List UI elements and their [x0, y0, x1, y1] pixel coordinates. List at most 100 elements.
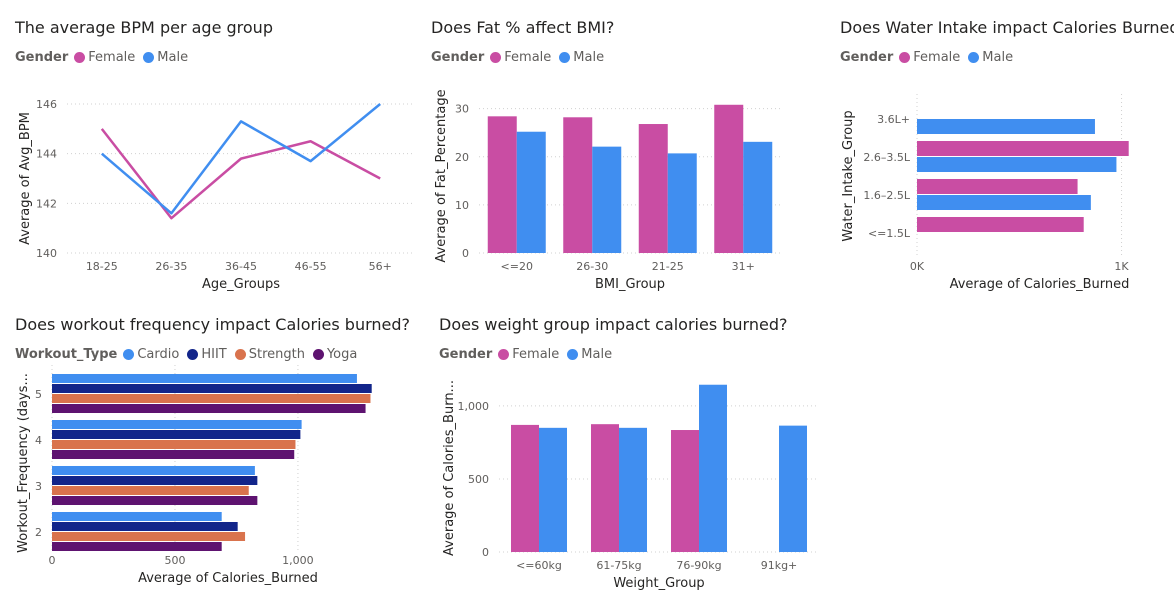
legend-item-yoga[interactable]: Yoga	[312, 347, 358, 362]
legend-item-hiit[interactable]: HIIT	[187, 347, 227, 362]
y-tick-label: 0	[482, 546, 489, 559]
workout-bar-plot: 0 500 1,000 5 4 3 2 Average of Calories_Burned W…	[16, 365, 372, 586]
y-tick-label: 2.6–3.5L	[863, 151, 910, 164]
bar-yoga	[52, 496, 258, 505]
legend-title: Gender	[840, 50, 894, 65]
x-tick-label: 76-90kg	[676, 559, 721, 572]
bar-male	[592, 146, 622, 253]
bar-yoga	[52, 450, 295, 459]
x-tick-label: 56+	[369, 260, 392, 273]
y-tick-label: 0	[462, 247, 469, 260]
bar-female	[563, 117, 593, 253]
legend-label: Female	[504, 50, 552, 65]
bar-strength	[52, 394, 371, 403]
legend-label: Female	[88, 50, 136, 65]
bar-male	[917, 195, 1091, 210]
legend-label: Cardio	[137, 347, 180, 362]
bar-male	[779, 425, 807, 552]
y-axis-label: Water_Intake_Group	[841, 110, 856, 241]
bar-female	[917, 141, 1129, 156]
bar-cardio	[52, 512, 222, 521]
bar-hiit	[52, 430, 301, 439]
legend-item-female[interactable]: Female	[490, 50, 551, 65]
legend-label: Strength	[248, 347, 305, 362]
water-bar-plot: 0K 1K 3.6L+ 2.6–3.5L 1.6–2.5L <=1.5L Average o…	[841, 94, 1130, 292]
chart-title: Does Water Intake impact Calories Burned…	[840, 18, 1174, 37]
legend-item-cardio[interactable]: Cardio	[123, 347, 179, 362]
legend-swatch	[74, 52, 86, 63]
y-tick-label: 146	[36, 98, 57, 111]
bar-male	[516, 131, 546, 253]
series-line-female	[100, 128, 381, 220]
legend-item-strength[interactable]: Strength	[234, 347, 305, 362]
x-axis-label: Weight_Group	[613, 576, 704, 591]
bar-strength	[52, 486, 249, 495]
bar-male	[539, 427, 567, 552]
legend-label: Female	[913, 50, 961, 65]
x-tick-label: 26-30	[576, 260, 608, 273]
chart-title: The average BPM per age group	[15, 18, 273, 37]
y-tick-label: <=1.5L	[868, 227, 911, 240]
legend-swatch	[559, 52, 571, 63]
y-tick-label: 1.6–2.5L	[863, 189, 910, 202]
bar-hiit	[52, 476, 258, 485]
bar-female	[591, 424, 619, 552]
legend-item-male[interactable]: Male	[968, 50, 1013, 65]
legend-item-female[interactable]: Female	[498, 347, 559, 362]
legend-swatch	[490, 52, 502, 63]
y-tick-label: 3.6L+	[877, 113, 910, 126]
x-tick-label: 46-55	[295, 260, 327, 273]
x-tick-label: 1,000	[282, 554, 314, 567]
legend-label: Male	[982, 50, 1014, 65]
bar-female	[487, 116, 517, 253]
chart-title: Does weight group impact calories burned…	[439, 315, 788, 334]
legend-title: Gender	[431, 50, 485, 65]
chart-title: Does Fat % affect BMI?	[431, 18, 615, 37]
legend-swatch	[567, 349, 579, 360]
x-tick-label: 21-25	[652, 260, 684, 273]
fat-bmi-chart-panel: Does Fat % affect BMI? Gender Female Mal…	[431, 18, 811, 293]
legend-title: Gender	[15, 50, 69, 65]
y-axis-label: Average of Fat_Percentage	[434, 89, 449, 262]
chart-legend: Gender Female Male	[15, 50, 196, 65]
legend-label: Female	[512, 347, 560, 362]
x-axis-label: Average of Calories_Burned	[950, 277, 1130, 292]
legend-label: Yoga	[326, 347, 358, 362]
legend-item-male[interactable]: Male	[143, 50, 188, 65]
y-tick-label: 144	[36, 148, 57, 161]
y-tick-label: 10	[455, 199, 469, 212]
bar-female	[714, 104, 744, 254]
bar-yoga	[52, 542, 222, 551]
chart-legend: Gender Female Male	[431, 50, 612, 65]
y-tick-label: 2	[35, 526, 42, 539]
bar-hiit	[52, 522, 238, 531]
x-axis-label: Age_Groups	[202, 277, 280, 292]
bar-male	[667, 153, 697, 253]
legend-label: HIIT	[201, 347, 227, 362]
bar-female	[917, 217, 1084, 232]
bar-male	[743, 141, 773, 253]
bar-yoga	[52, 404, 366, 413]
x-tick-label: <=60kg	[516, 559, 562, 572]
legend-swatch	[968, 52, 980, 63]
x-tick-label: 31+	[732, 260, 755, 273]
x-tick-label: 26-35	[155, 260, 187, 273]
bar-male	[917, 157, 1117, 172]
x-tick-label: <=20	[501, 260, 533, 273]
y-tick-label: 1,000	[458, 400, 490, 413]
bar-male	[917, 119, 1095, 134]
legend-swatch	[143, 52, 155, 63]
y-tick-label: 142	[36, 197, 57, 210]
bar-female	[638, 124, 668, 254]
legend-item-female[interactable]: Female	[74, 50, 135, 65]
bpm-line-plot: 140 142 144 146 18-25 26-35 36-45 46-55 56+ Age_G…	[18, 98, 415, 292]
legend-swatch	[312, 349, 324, 360]
weight-bar-plot: 0 500 1,000 <=60kg 61-75kg 76-90kg 91kg+ Weight…	[442, 380, 819, 591]
y-tick-label: 4	[35, 434, 42, 447]
legend-item-male[interactable]: Male	[567, 347, 612, 362]
legend-item-male[interactable]: Male	[559, 50, 604, 65]
legend-item-female[interactable]: Female	[899, 50, 960, 65]
legend-swatch	[234, 349, 246, 360]
x-tick-label: 1K	[1114, 260, 1129, 273]
x-tick-label: 0	[49, 554, 56, 567]
